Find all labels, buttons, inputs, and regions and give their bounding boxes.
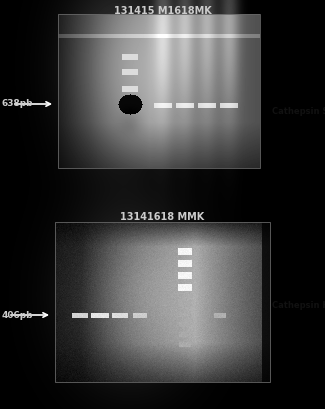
Text: Cathepsin S: Cathepsin S bbox=[272, 108, 325, 117]
Text: 13141618 MMK: 13141618 MMK bbox=[120, 212, 205, 222]
Text: Cathepsin H: Cathepsin H bbox=[272, 301, 325, 310]
Text: 131415 M1618MK: 131415 M1618MK bbox=[114, 6, 211, 16]
Bar bbox=[55, 222, 270, 382]
Bar bbox=[58, 14, 260, 168]
Text: 406pb: 406pb bbox=[2, 310, 33, 319]
Text: 638pb: 638pb bbox=[2, 99, 33, 108]
